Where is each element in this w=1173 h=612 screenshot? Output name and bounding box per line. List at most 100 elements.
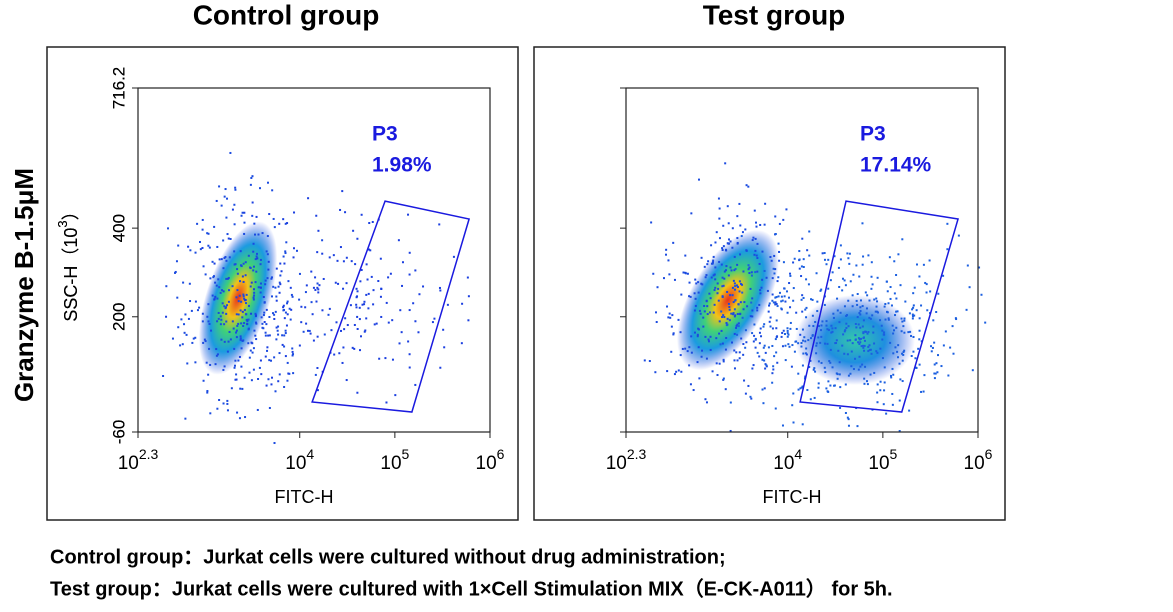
event-dot [221,311,224,314]
event-dot [735,284,738,287]
event-dot [237,322,240,325]
event-dot [751,332,754,335]
event-dot [778,222,781,225]
event-dot [241,387,244,390]
event-dot [907,331,910,334]
event-dot [188,282,191,285]
event-dot [816,310,819,313]
event-dot [261,322,264,325]
event-dot [903,319,906,322]
event-dot [183,323,186,326]
event-dot [734,314,737,317]
event-dot [946,248,949,251]
event-dot [825,263,828,266]
event-dot [849,339,852,342]
event-dot [806,389,809,392]
event-dot [226,350,229,353]
event-dot [715,231,718,234]
event-dot [785,208,788,211]
event-dot [389,272,392,275]
event-dot [850,350,853,353]
event-dot [848,262,851,265]
event-dot [721,295,724,298]
event-dot [854,357,857,360]
event-dot [715,362,718,365]
event-dot [844,383,847,386]
event-dot [184,313,187,316]
event-dot [891,367,894,370]
event-dot [839,311,842,314]
event-dot [268,316,271,319]
event-dot [881,329,884,332]
event-dot [215,348,218,351]
event-dot [869,348,872,351]
event-dot [315,214,318,217]
event-dot [838,285,841,288]
event-dot [418,293,421,296]
event-dot [339,208,342,211]
event-dot [731,294,734,297]
event-dot [951,325,954,328]
event-dot [265,323,268,326]
event-dot [944,330,947,333]
event-dot [864,330,867,333]
event-dot [781,331,784,334]
event-dot [283,308,286,311]
event-dot [355,306,358,309]
event-dot [194,361,197,364]
event-dot [804,340,807,343]
event-dot [728,305,731,308]
event-dot [307,197,310,200]
event-dot [737,322,740,325]
event-dot [805,306,808,309]
event-dot [783,333,786,336]
event-dot [692,389,695,392]
event-dot [694,297,697,300]
event-dot [845,326,848,329]
event-dot [408,251,411,254]
event-dot [264,334,267,337]
event-dot [714,286,717,289]
event-dot [243,376,246,379]
event-dot [349,304,352,307]
event-dot [262,314,265,317]
event-dot [868,299,871,302]
event-dot [321,309,324,312]
event-dot [266,253,269,256]
event-dot [901,320,904,323]
event-dot [180,318,183,321]
event-dot [344,317,347,320]
event-dot [844,284,847,287]
event-dot [852,368,855,371]
event-dot [259,263,262,266]
event-dot [860,345,863,348]
event-dot [287,372,290,375]
event-dot [706,305,709,308]
event-dot [760,286,763,289]
event-dot [643,359,646,362]
event-dot [910,334,913,337]
event-dot [863,382,866,385]
event-dot [717,197,720,200]
event-dot [249,183,252,186]
event-dot [702,316,705,319]
event-dot [312,286,315,289]
event-dot [300,321,303,324]
event-dot [228,289,231,292]
event-dot [869,317,872,320]
event-dot [233,347,236,350]
event-dot [226,304,229,307]
event-dot [736,359,739,362]
event-dot [233,203,236,206]
event-dot [721,248,724,251]
event-dot [718,207,721,210]
event-dot [694,278,697,281]
tick-base: 10 [285,453,306,474]
event-dot [777,242,780,245]
event-dot [762,402,765,405]
event-dot [876,276,879,279]
event-dot [804,308,807,311]
event-dot [187,317,190,320]
event-dot [317,229,320,232]
event-dot [789,327,792,330]
